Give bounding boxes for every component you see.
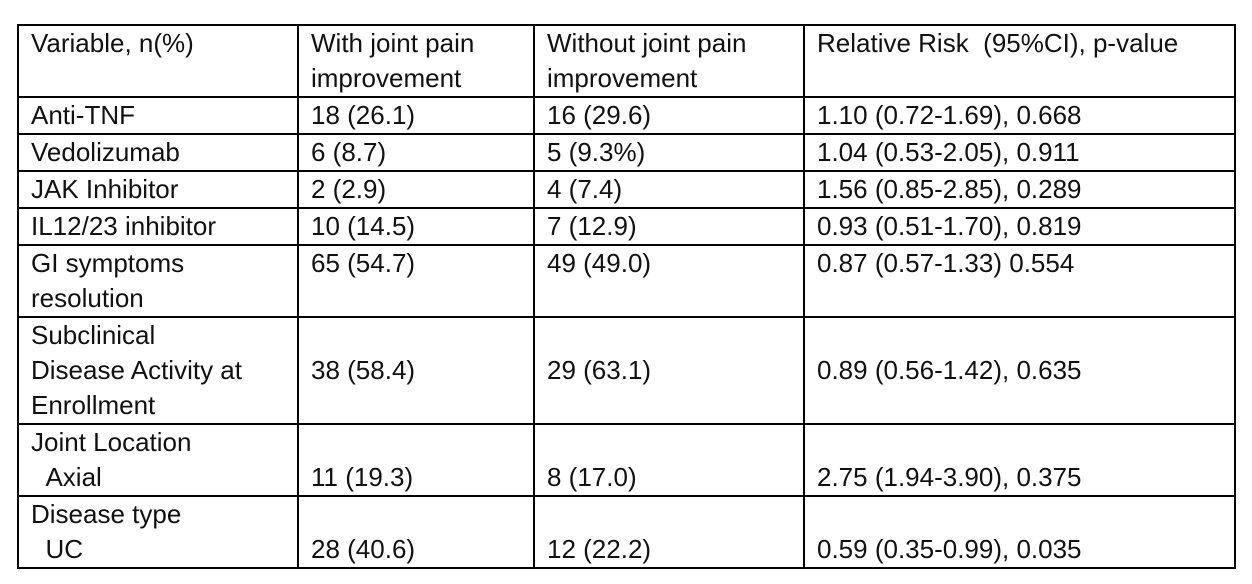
value-cell: 28 (40.6): [297, 495, 535, 569]
variable-cell: Anti-TNF: [17, 96, 299, 135]
value-cell: 2 (2.9): [297, 170, 535, 209]
value-cell: 0.59 (0.35-0.99), 0.035: [803, 495, 1236, 569]
value-cell: 10 (14.5): [297, 207, 535, 246]
table-row: JAK Inhibitor 2 (2.9) 4 (7.4) 1.56 (0.85-2.…: [17, 170, 1236, 209]
value-cell: 65 (54.7): [297, 244, 535, 318]
results-table: Variable, n(%) With joint pain improvemen…: [17, 24, 1236, 569]
value-cell: 16 (29.6): [533, 96, 805, 135]
table-row: Subclinical Disease Activity at Enrollme…: [17, 316, 1236, 425]
variable-cell: GI symptoms resolution: [17, 244, 299, 318]
value-cell: 5 (9.3%): [533, 133, 805, 172]
header-cell: With joint pain improvement: [297, 24, 535, 98]
table-row: Anti-TNF 18 (26.1) 16 (29.6) 1.10 (0.72-1.6…: [17, 96, 1236, 135]
header-cell: Without joint pain improvement: [533, 24, 805, 98]
header-row: Variable, n(%) With joint pain improvemen…: [17, 24, 1236, 98]
value-cell: 0.93 (0.51-1.70), 0.819: [803, 207, 1236, 246]
value-cell: 0.87 (0.57-1.33) 0.554: [803, 244, 1236, 318]
header-cell: Variable, n(%): [17, 24, 299, 98]
table-body: Anti-TNF 18 (26.1) 16 (29.6) 1.10 (0.72-1.6…: [17, 96, 1236, 569]
value-cell: 2.75 (1.94-3.90), 0.375: [803, 423, 1236, 497]
value-cell: 1.04 (0.53-2.05), 0.911: [803, 133, 1236, 172]
value-cell: 18 (26.1): [297, 96, 535, 135]
value-cell: 0.89 (0.56-1.42), 0.635: [803, 316, 1236, 425]
value-cell: 1.10 (0.72-1.69), 0.668: [803, 96, 1236, 135]
variable-cell: Joint Location Axial: [17, 423, 299, 497]
variable-cell: IL12/23 inhibitor: [17, 207, 299, 246]
value-cell: 6 (8.7): [297, 133, 535, 172]
value-cell: 29 (63.1): [533, 316, 805, 425]
value-cell: 8 (17.0): [533, 423, 805, 497]
table-row: IL12/23 inhibitor 10 (14.5) 7 (12.9) 0.93 (…: [17, 207, 1236, 246]
variable-cell: Vedolizumab: [17, 133, 299, 172]
value-cell: 38 (58.4): [297, 316, 535, 425]
table-row: Disease type UC 28 (40.6) 12 (22.2) 0.59 (0…: [17, 495, 1236, 569]
value-cell: 49 (49.0): [533, 244, 805, 318]
table-row: Vedolizumab 6 (8.7) 5 (9.3%) 1.04 (0.53-2.0…: [17, 133, 1236, 172]
table-row: GI symptoms resolution 65 (54.7) 49 (49.0)…: [17, 244, 1236, 318]
value-cell: 11 (19.3): [297, 423, 535, 497]
value-cell: 7 (12.9): [533, 207, 805, 246]
value-cell: 1.56 (0.85-2.85), 0.289: [803, 170, 1236, 209]
value-cell: 4 (7.4): [533, 170, 805, 209]
variable-cell: Disease type UC: [17, 495, 299, 569]
value-cell: 12 (22.2): [533, 495, 805, 569]
variable-cell: JAK Inhibitor: [17, 170, 299, 209]
table-row: Joint Location Axial 11 (19.3) 8 (17.0) 2.7…: [17, 423, 1236, 497]
variable-cell: Subclinical Disease Activity at Enrollme…: [17, 316, 299, 425]
header-cell: Relative Risk (95%CI), p-value: [803, 24, 1236, 98]
